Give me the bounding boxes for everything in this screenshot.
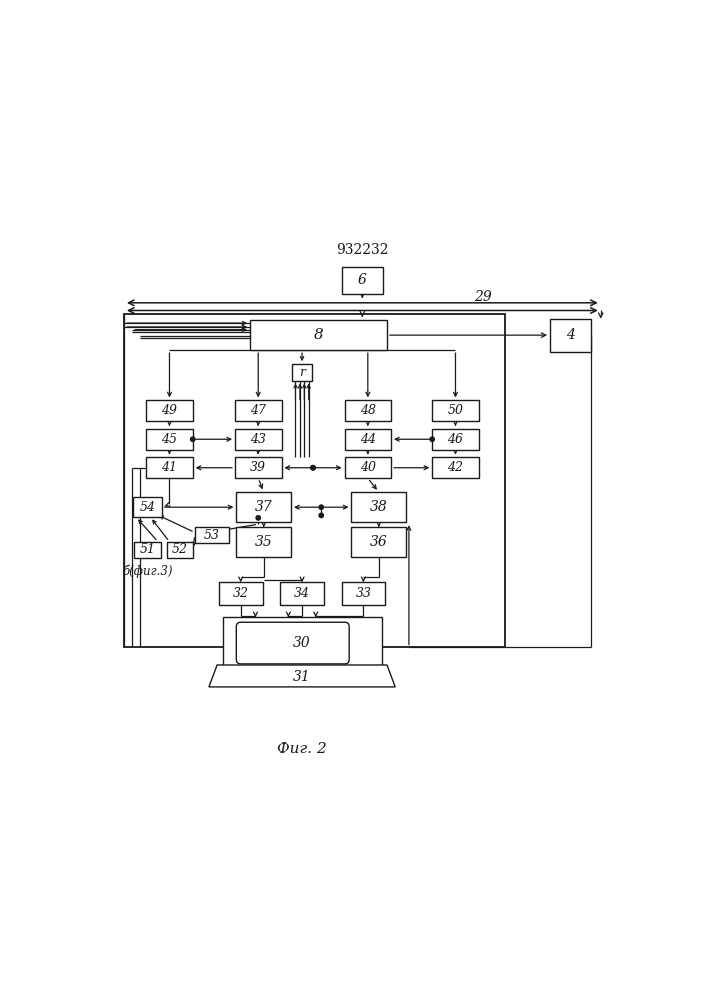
Bar: [236, 492, 291, 522]
Text: 50: 50: [448, 404, 464, 417]
Text: 52: 52: [172, 543, 188, 556]
Text: 46: 46: [448, 433, 464, 446]
Bar: [134, 497, 162, 517]
Text: 4: 4: [566, 328, 575, 342]
Bar: [280, 582, 324, 605]
Text: 29: 29: [474, 290, 492, 304]
Bar: [124, 314, 505, 647]
Text: 31: 31: [293, 670, 311, 684]
Text: 42: 42: [448, 461, 464, 474]
Bar: [351, 492, 407, 522]
Text: 37: 37: [255, 500, 273, 514]
Circle shape: [319, 505, 323, 509]
FancyBboxPatch shape: [236, 622, 349, 664]
Text: 51: 51: [139, 543, 156, 556]
Bar: [432, 429, 479, 450]
Bar: [167, 542, 193, 558]
Bar: [218, 582, 262, 605]
Circle shape: [256, 516, 260, 520]
Text: 49: 49: [161, 404, 177, 417]
Bar: [235, 400, 281, 421]
Circle shape: [430, 437, 434, 441]
Bar: [146, 457, 193, 478]
Text: 30: 30: [293, 636, 311, 650]
Bar: [236, 527, 291, 557]
Circle shape: [311, 466, 315, 470]
Bar: [235, 429, 281, 450]
Text: 53: 53: [204, 529, 220, 542]
Text: 45: 45: [161, 433, 177, 446]
Text: 8: 8: [314, 328, 323, 342]
Bar: [146, 429, 193, 450]
Text: 36: 36: [370, 535, 387, 549]
Text: 38: 38: [370, 500, 387, 514]
Text: 48: 48: [360, 404, 376, 417]
Polygon shape: [209, 665, 395, 687]
Text: 44: 44: [360, 433, 376, 446]
Bar: [146, 400, 193, 421]
Text: 43: 43: [250, 433, 267, 446]
Text: 932232: 932232: [336, 243, 389, 257]
Text: 40: 40: [360, 461, 376, 474]
Bar: [432, 457, 479, 478]
Text: 54: 54: [139, 501, 156, 514]
Circle shape: [191, 437, 195, 441]
Bar: [341, 267, 383, 294]
Bar: [550, 319, 591, 352]
Text: Фиг. 2: Фиг. 2: [277, 742, 327, 756]
Bar: [344, 400, 391, 421]
Bar: [134, 542, 160, 558]
Bar: [341, 582, 385, 605]
Text: 32: 32: [233, 587, 249, 600]
Bar: [250, 320, 387, 350]
Bar: [292, 364, 312, 381]
Text: 41: 41: [161, 461, 177, 474]
Circle shape: [311, 466, 315, 470]
Bar: [223, 617, 382, 667]
Bar: [351, 527, 407, 557]
Text: 39: 39: [250, 461, 267, 474]
Text: 33: 33: [356, 587, 371, 600]
Bar: [194, 527, 228, 543]
Bar: [235, 457, 281, 478]
Text: 34: 34: [294, 587, 310, 600]
Text: 35: 35: [255, 535, 273, 549]
Bar: [432, 400, 479, 421]
Text: r: r: [299, 366, 305, 379]
Circle shape: [319, 513, 323, 518]
Bar: [344, 457, 391, 478]
Text: 47: 47: [250, 404, 267, 417]
Text: 6: 6: [358, 273, 367, 287]
Bar: [344, 429, 391, 450]
Text: б(фиг.3): б(фиг.3): [122, 564, 173, 578]
